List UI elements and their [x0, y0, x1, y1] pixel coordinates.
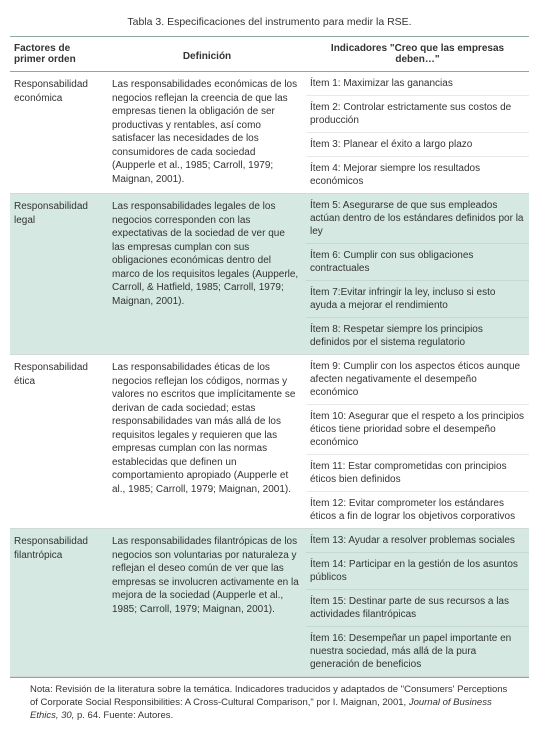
- indicator-item: Ítem 13: Ayudar a resolver problemas soc…: [306, 529, 529, 553]
- table-footer-note: Nota: Revisión de la literatura sobre la…: [10, 677, 529, 728]
- cell-items: Ítem 1: Maximizar las gananciasÍtem 2: C…: [306, 72, 529, 193]
- cell-factor: Responsabilidad legal: [10, 194, 108, 354]
- indicator-item: Ítem 5: Asegurarse de que sus empleados …: [306, 194, 529, 244]
- header-definition: Definición: [108, 37, 306, 71]
- cell-definition: Las responsabilidades éticas de los nego…: [108, 355, 306, 528]
- indicator-item: Ítem 8: Respetar siempre los principios …: [306, 318, 529, 354]
- header-items: Indicadores "Creo que las empresas deben…: [306, 37, 529, 71]
- indicator-item: Ítem 15: Destinar parte de sus recursos …: [306, 590, 529, 627]
- cell-items: Ítem 13: Ayudar a resolver problemas soc…: [306, 529, 529, 676]
- indicator-item: Ítem 10: Asegurar que el respeto a los p…: [306, 405, 529, 455]
- header-factor: Factores de primer orden: [10, 37, 108, 71]
- cell-definition: Las responsabilidades económicas de los …: [108, 72, 306, 193]
- cell-factor: Responsabilidad filantrópica: [10, 529, 108, 676]
- indicator-item: Ítem 2: Controlar estrictamente sus cost…: [306, 96, 529, 133]
- cell-items: Ítem 9: Cumplir con los aspectos éticos …: [306, 355, 529, 528]
- indicator-item: Ítem 4: Mejorar siempre los resultados e…: [306, 157, 529, 193]
- indicator-item: Ítem 11: Estar comprometidas con princip…: [306, 455, 529, 492]
- table-header-row: Factores de primer orden Definición Indi…: [10, 36, 529, 72]
- indicator-item: Ítem 6: Cumplir con sus obligaciones con…: [306, 244, 529, 281]
- table-row: Responsabilidad legalLas responsabilidad…: [10, 194, 529, 355]
- cell-items: Ítem 5: Asegurarse de que sus empleados …: [306, 194, 529, 354]
- table-row: Responsabilidad económicaLas responsabil…: [10, 72, 529, 194]
- indicator-item: Ítem 14: Participar en la gestión de los…: [306, 553, 529, 590]
- table-row: Responsabilidad éticaLas responsabilidad…: [10, 355, 529, 529]
- spec-table: Tabla 3. Especificaciones del instrument…: [10, 10, 529, 728]
- cell-factor: Responsabilidad económica: [10, 72, 108, 193]
- indicator-item: Ítem 9: Cumplir con los aspectos éticos …: [306, 355, 529, 405]
- table-body: Responsabilidad económicaLas responsabil…: [10, 72, 529, 677]
- cell-definition: Las responsabilidades filantrópicas de l…: [108, 529, 306, 676]
- cell-factor: Responsabilidad ética: [10, 355, 108, 528]
- footer-suffix: p. 64. Fuente: Autores.: [74, 710, 173, 721]
- indicator-item: Ítem 1: Maximizar las ganancias: [306, 72, 529, 96]
- table-row: Responsabilidad filantrópicaLas responsa…: [10, 529, 529, 677]
- indicator-item: Ítem 3: Planear el éxito a largo plazo: [306, 133, 529, 157]
- indicator-item: Ítem 7:Evitar infringir la ley, incluso …: [306, 281, 529, 318]
- indicator-item: Ítem 12: Evitar comprometer los estándar…: [306, 492, 529, 528]
- indicator-item: Ítem 16: Desempeñar un papel importante …: [306, 627, 529, 676]
- cell-definition: Las responsabilidades legales de los neg…: [108, 194, 306, 354]
- table-caption: Tabla 3. Especificaciones del instrument…: [10, 10, 529, 36]
